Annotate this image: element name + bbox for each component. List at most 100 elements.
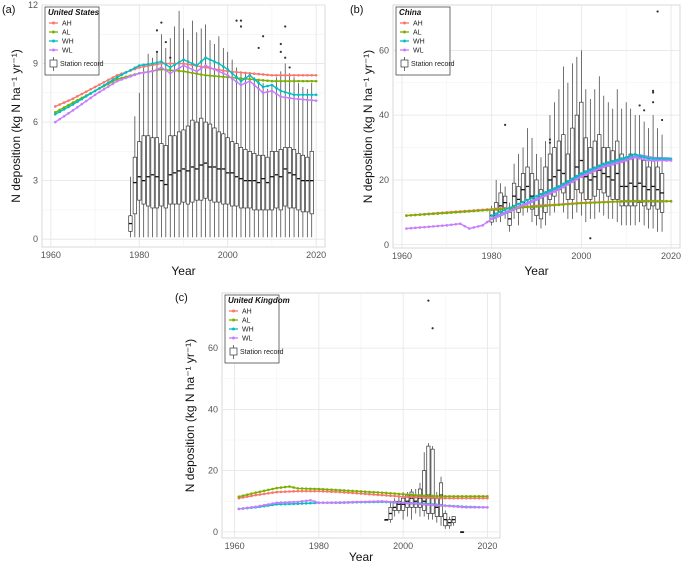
series-marker	[124, 76, 128, 80]
series-marker	[155, 68, 159, 71]
station-box	[426, 443, 431, 520]
series-marker	[384, 494, 388, 497]
station-box	[247, 75, 252, 238]
series-marker	[508, 206, 511, 210]
series-marker	[380, 491, 384, 494]
series-marker	[279, 73, 283, 77]
x-tick-label: 1960	[41, 250, 61, 260]
series-marker	[317, 487, 321, 491]
series-marker	[463, 224, 467, 228]
series-marker	[250, 505, 253, 509]
series-marker	[313, 487, 316, 491]
series-marker	[258, 493, 262, 496]
series-marker	[535, 205, 538, 208]
station-box	[309, 83, 314, 238]
series-marker	[571, 177, 574, 180]
series-marker	[448, 504, 451, 508]
series-marker	[221, 69, 225, 72]
x-tick-label: 1980	[129, 250, 149, 260]
series-marker	[443, 504, 447, 508]
panel-label: (c)	[175, 292, 188, 304]
series-marker	[252, 77, 256, 81]
series-marker	[67, 99, 70, 102]
series-marker	[633, 155, 637, 159]
series-marker	[530, 196, 534, 200]
series-marker	[580, 172, 583, 175]
series-marker	[115, 73, 119, 77]
box-body	[203, 121, 208, 199]
series-marker	[306, 79, 309, 83]
series-marker	[347, 489, 350, 493]
series-marker	[485, 208, 489, 212]
outlier-point	[651, 89, 655, 92]
series-marker	[261, 91, 265, 95]
series-marker	[647, 200, 650, 203]
series-marker	[620, 200, 624, 203]
series-marker	[580, 175, 583, 179]
series-marker	[553, 203, 556, 207]
y-axis-title: N deposition (kg N ha⁻¹ yr⁻¹)	[361, 50, 375, 203]
series-marker	[213, 68, 216, 71]
series-marker	[414, 495, 418, 499]
box-body	[624, 156, 629, 207]
series-marker	[173, 63, 176, 67]
series-marker	[266, 84, 269, 88]
series-marker	[557, 188, 561, 191]
box-body	[296, 152, 301, 211]
series-marker	[257, 81, 260, 85]
outlier-point	[284, 25, 287, 28]
series-marker	[584, 201, 588, 205]
legend-swatch-marker	[52, 30, 55, 34]
series-marker	[309, 489, 312, 493]
series-marker	[151, 70, 154, 73]
series-marker	[615, 158, 619, 162]
series-marker	[633, 200, 637, 203]
series-marker	[241, 507, 245, 510]
legend-station-label: Station record	[411, 61, 455, 68]
series-marker	[76, 95, 79, 98]
series-marker	[494, 212, 498, 215]
series-marker	[292, 97, 296, 100]
series-marker	[71, 103, 75, 106]
station-box	[291, 77, 297, 238]
series-marker	[355, 491, 359, 495]
series-marker	[669, 200, 673, 203]
series-marker	[297, 97, 300, 101]
series-marker	[58, 108, 61, 112]
series-marker	[418, 496, 422, 499]
outlier-point	[155, 29, 159, 32]
station-box	[384, 518, 389, 521]
outlier-point	[160, 21, 163, 24]
outlier-point	[548, 138, 552, 141]
series-marker	[342, 501, 346, 504]
box-body	[278, 149, 283, 211]
legend-station-label: Station record	[240, 349, 284, 356]
series-al	[237, 485, 489, 498]
series-marker	[443, 495, 447, 498]
series-marker	[593, 169, 597, 173]
series-marker	[314, 79, 318, 83]
series-marker	[571, 202, 574, 206]
series-marker	[182, 70, 185, 73]
box-body	[252, 152, 257, 211]
series-marker	[160, 66, 163, 69]
series-marker	[191, 62, 194, 65]
series-marker	[439, 496, 443, 500]
station-box	[261, 83, 266, 238]
box-body	[646, 166, 651, 210]
panel-b: 1960 1980 2000 2020 0 20 40 60 Year N deposition …	[350, 4, 681, 278]
series-marker	[221, 72, 225, 75]
series-marker	[347, 500, 350, 504]
box-body	[543, 166, 548, 213]
station-box	[221, 47, 226, 238]
station-box	[529, 137, 535, 223]
series-marker	[301, 93, 305, 97]
series-marker	[405, 214, 408, 217]
y-tick-label: 20	[379, 175, 389, 185]
series-marker	[548, 204, 552, 207]
series-marker	[275, 79, 278, 83]
box-body	[525, 166, 530, 200]
series-marker	[477, 506, 481, 509]
legend-box-icon	[400, 59, 409, 68]
series-marker	[355, 489, 359, 493]
